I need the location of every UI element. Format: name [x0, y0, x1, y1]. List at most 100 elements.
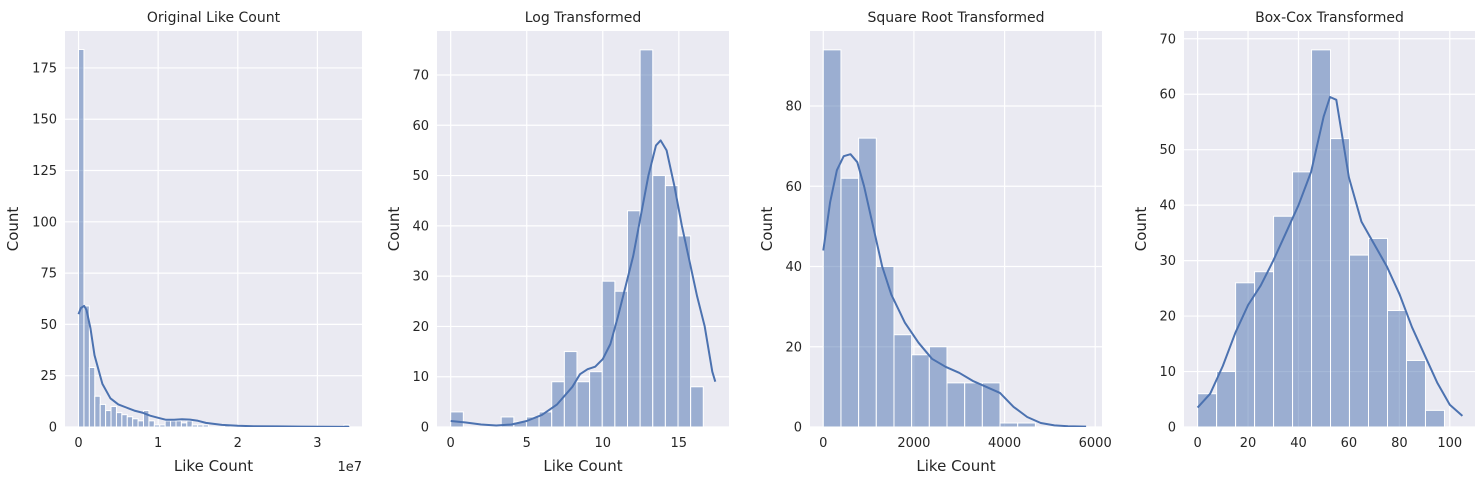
x-tick-label: 0	[447, 436, 455, 451]
histogram-bar	[1386, 310, 1407, 427]
x-tick-label: 0	[819, 436, 827, 451]
y-axis-label: Count	[1132, 207, 1150, 252]
histogram-bar	[110, 405, 117, 427]
histogram-bar	[576, 381, 591, 427]
x-tick-label: 0	[74, 436, 82, 451]
histogram-bar	[186, 420, 193, 427]
chart-title: Box-Cox Transformed	[1255, 10, 1404, 26]
histogram-bar	[99, 403, 107, 427]
histogram-bar	[1017, 422, 1036, 427]
histogram-bar	[601, 280, 616, 427]
y-tick-label: 125	[32, 164, 57, 179]
y-tick-label: 20	[785, 340, 802, 355]
y-tick-label: 60	[785, 180, 802, 195]
histogram-bar	[999, 422, 1019, 427]
histogram-bar	[1330, 138, 1351, 427]
histogram-bar	[170, 420, 177, 427]
histogram-bar	[840, 177, 860, 427]
y-tick-label: 30	[1159, 254, 1176, 269]
y-tick-label: 10	[1159, 365, 1176, 380]
histogram-bar	[78, 48, 85, 427]
histogram-bars	[77, 48, 350, 427]
y-tick-label: 30	[412, 270, 429, 285]
histogram-bar	[690, 386, 704, 427]
y-tick-label: 0	[49, 421, 57, 436]
histogram-bar	[83, 305, 90, 427]
histogram-bar	[639, 49, 654, 427]
histogram-bar	[191, 424, 199, 427]
plot-area	[65, 31, 362, 427]
y-tick-label: 100	[32, 215, 57, 230]
x-axis-label: Like Count	[174, 457, 253, 475]
x-tick-label: 3	[313, 436, 321, 451]
histogram-bar	[614, 290, 628, 427]
kde-line	[450, 139, 717, 427]
x-tick-label: 5	[523, 436, 531, 451]
histogram-bar	[858, 137, 877, 427]
x-axis-label: Like Count	[916, 457, 995, 475]
histogram-bar	[153, 424, 161, 427]
histogram-bar	[175, 420, 182, 427]
y-tick-label: 0	[794, 421, 802, 436]
histogram-bar	[677, 235, 692, 427]
histogram-bar	[115, 412, 123, 427]
histogram-bar	[664, 185, 679, 427]
chart-3: 0 2000 4000 6000 0 20 40 60 80 Square Root Transf…	[758, 10, 1112, 475]
histogram-bar	[1216, 371, 1237, 427]
histogram-bar	[450, 411, 464, 427]
histogram-bar	[589, 371, 603, 427]
x-tick-label: 100	[1437, 436, 1462, 451]
y-tick-label: 60	[1159, 88, 1176, 103]
histogram-bar	[94, 395, 101, 427]
histogram-bar	[1424, 409, 1445, 427]
y-axis-label: Count	[385, 207, 403, 252]
y-tick-label: 40	[785, 260, 802, 275]
histogram-bar	[1254, 271, 1275, 427]
histogram-bar	[1273, 215, 1294, 427]
histogram-bars	[1196, 49, 1464, 427]
y-tick-label: 0	[421, 421, 429, 436]
y-tick-label: 50	[40, 318, 57, 333]
histogram-bar	[143, 410, 150, 427]
chart-title: Log Transformed	[525, 10, 642, 26]
histogram-bar	[197, 424, 204, 427]
x-axis-label: Like Count	[543, 457, 622, 475]
histogram-bar	[626, 210, 641, 427]
histogram-bar	[202, 424, 209, 427]
y-tick-label: 70	[1159, 32, 1176, 47]
histogram-bar	[148, 420, 155, 427]
y-axis-label: Count	[4, 207, 22, 252]
chart-1: 0 1 2 3 0 25 50 75 100 125 150 175 Original Like Cou…	[4, 10, 362, 475]
histogram-bar	[946, 382, 966, 427]
x-tick-label: 60	[1341, 436, 1358, 451]
histogram-bar	[1197, 393, 1218, 427]
y-tick-label: 20	[412, 320, 429, 335]
x-tick-label: 10	[594, 436, 611, 451]
y-axis-label: Count	[758, 207, 776, 252]
histogram-bar	[538, 411, 553, 427]
histogram-bars	[822, 49, 1087, 427]
chart-title: Original Like Count	[147, 10, 281, 26]
histogram-bar	[88, 366, 96, 427]
y-tick-label: 175	[32, 61, 57, 76]
histogram-bar	[105, 410, 112, 427]
y-tick-label: 25	[40, 369, 57, 384]
y-tick-label: 75	[40, 267, 57, 282]
y-tick-label: 40	[1159, 199, 1176, 214]
y-tick-label: 20	[1159, 310, 1176, 325]
x-tick-label: 15	[671, 436, 688, 451]
chart-title: Square Root Transformed	[867, 10, 1044, 26]
histogram-bar	[180, 422, 188, 427]
x-tick-label: 2000	[897, 436, 930, 451]
y-tick-label: 60	[412, 119, 429, 134]
x-tick-label: 20	[1240, 436, 1257, 451]
histogram-bar	[164, 420, 172, 427]
histogram-bar	[911, 354, 930, 427]
histogram-bar	[964, 382, 983, 427]
y-tick-label: 50	[1159, 143, 1176, 158]
y-tick-label: 0	[1168, 421, 1176, 436]
histogram-bar	[126, 416, 134, 427]
histogram-bar	[652, 175, 666, 427]
x-tick-label: 4000	[988, 436, 1021, 451]
histogram-bar	[875, 266, 895, 427]
